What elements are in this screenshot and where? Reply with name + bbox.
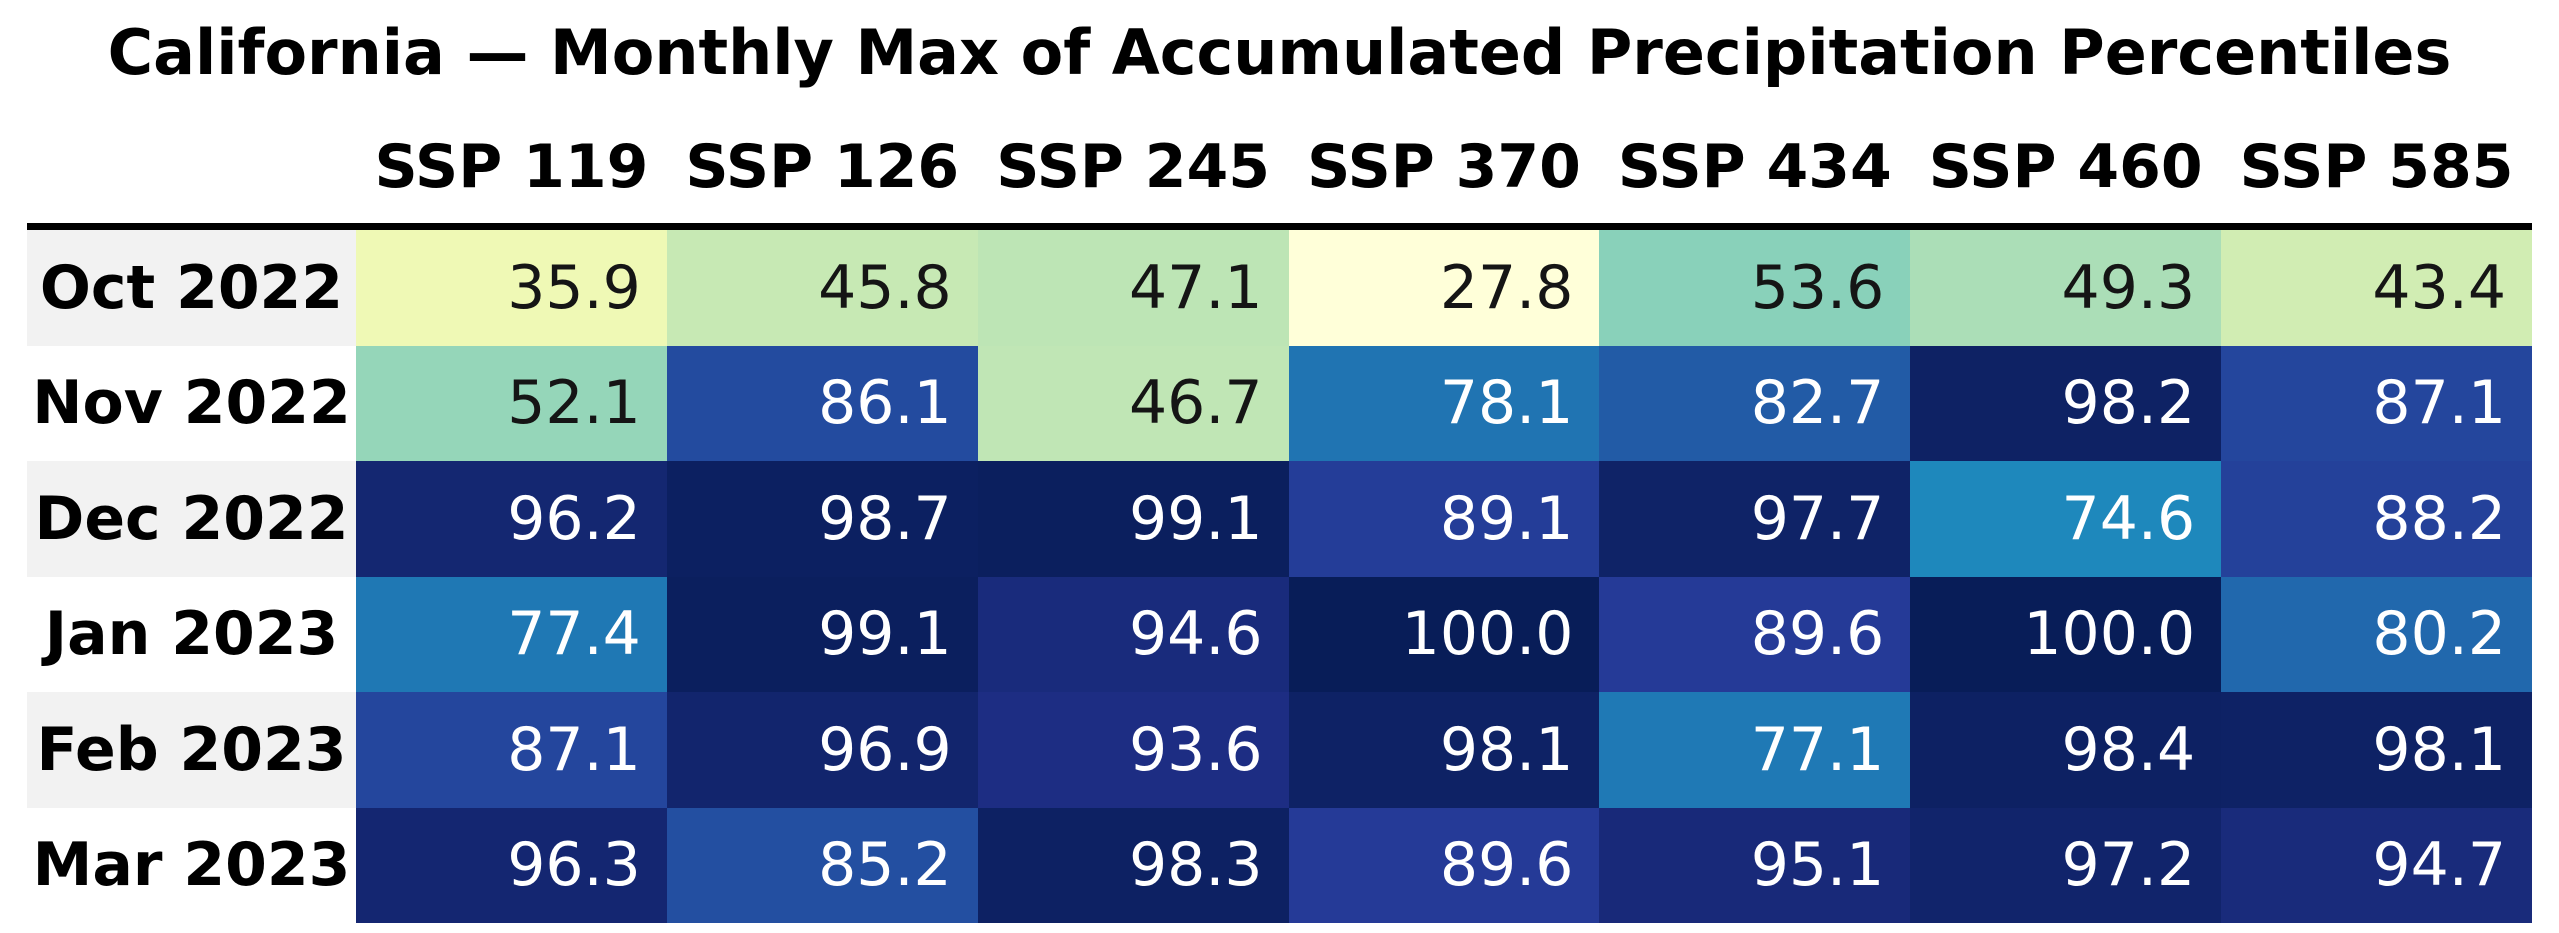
heatmap-cell: 88.2 [2221,461,2532,577]
heatmap-cell: 96.9 [666,692,978,808]
heatmap-cell: 47.1 [977,230,1289,346]
heatmap-cell: 49.3 [1910,230,2222,346]
heatmap-cell: 89.6 [1599,576,1911,692]
heatmap-cell: 99.1 [977,461,1289,577]
heatmap-cell: 53.6 [1599,230,1911,346]
heatmap-cell: 98.1 [2221,692,2532,808]
heatmap-cell: 45.8 [666,230,978,346]
heatmap-cell: 93.6 [977,692,1289,808]
heatmap-cell: 100.0 [1288,576,1600,692]
heatmap-cell: 94.7 [2221,807,2532,923]
column-header: SSP 434 [1599,130,1911,230]
heatmap-cell: 80.2 [2221,576,2532,692]
column-header: SSP 245 [977,130,1289,230]
heatmap-cell: 27.8 [1288,230,1600,346]
heatmap-cell: 78.1 [1288,345,1600,461]
heatmap-cell: 77.4 [356,576,667,692]
heatmap-cell: 87.1 [2221,345,2532,461]
column-header: SSP 370 [1288,130,1600,230]
column-header: SSP 585 [2221,130,2532,230]
heatmap-cell: 82.7 [1599,345,1911,461]
column-header: SSP 119 [356,130,667,230]
heatmap-cell: 99.1 [666,576,978,692]
heatmap-cell: 98.7 [666,461,978,577]
heatmap-cell: 97.2 [1910,807,2222,923]
row-label: Nov 2022 [27,345,356,461]
heatmap-cell: 100.0 [1910,576,2222,692]
heatmap-cell: 86.1 [666,345,978,461]
heatmap-cell: 94.6 [977,576,1289,692]
heatmap-cell: 95.1 [1599,807,1911,923]
heatmap-cell: 96.2 [356,461,667,577]
heatmap-cell: 89.1 [1288,461,1600,577]
heatmap-cell: 85.2 [666,807,978,923]
row-label: Mar 2023 [27,807,356,923]
header-corner-cell [27,130,356,230]
column-header: SSP 460 [1910,130,2222,230]
column-header: SSP 126 [666,130,978,230]
heatmap-cell: 74.6 [1910,461,2222,577]
heatmap-grid: SSP 119 SSP 126 SSP 245 SSP 370 SSP 434 SSP 4… [27,130,2532,923]
heatmap-cell: 87.1 [356,692,667,808]
heatmap-cell: 98.2 [1910,345,2222,461]
heatmap-cell: 96.3 [356,807,667,923]
heatmap-cell: 52.1 [356,345,667,461]
heatmap-cell: 97.7 [1599,461,1911,577]
heatmap-cell: 89.6 [1288,807,1600,923]
heatmap-cell: 77.1 [1599,692,1911,808]
chart-title: California — Monthly Max of Accumulated … [107,16,2452,89]
heatmap-cell: 98.3 [977,807,1289,923]
heatmap-cell: 98.1 [1288,692,1600,808]
row-label: Jan 2023 [27,576,356,692]
heatmap-cell: 46.7 [977,345,1289,461]
heatmap-cell: 43.4 [2221,230,2532,346]
row-label: Oct 2022 [27,230,356,346]
heatmap-cell: 35.9 [356,230,667,346]
heatmap-cell: 98.4 [1910,692,2222,808]
row-label: Dec 2022 [27,461,356,577]
row-label: Feb 2023 [27,692,356,808]
